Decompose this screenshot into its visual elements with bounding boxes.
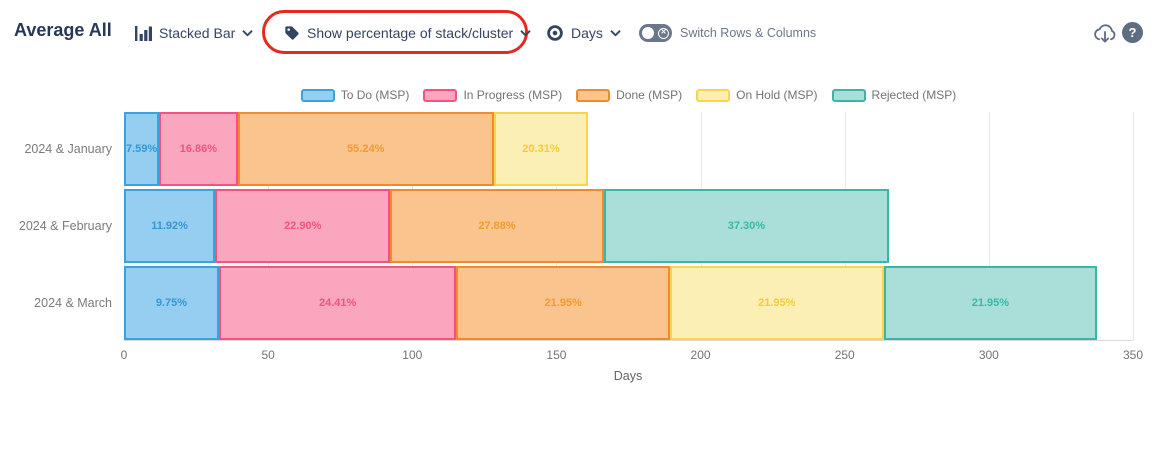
legend-item[interactable]: On Hold (MSP) xyxy=(696,88,818,102)
chart-type-dropdown[interactable]: Stacked Bar xyxy=(135,22,253,44)
bar-percent-label: 7.59% xyxy=(125,143,158,155)
bar-percent-label: 55.24% xyxy=(347,143,385,155)
bar-percent-label: 11.92% xyxy=(151,220,188,232)
bar-percent-label: 22.90% xyxy=(284,220,322,232)
x-tick-label: 250 xyxy=(834,348,855,362)
x-tick-label: 100 xyxy=(402,348,423,362)
legend-label: In Progress (MSP) xyxy=(463,88,563,102)
tag-icon xyxy=(285,26,299,40)
bar-percent-label: 24.41% xyxy=(318,297,357,309)
bar-chart-icon xyxy=(135,25,152,41)
y-axis-label: 2024 & March xyxy=(34,296,112,310)
bar-row: 11.92% 22.90% 27.88% 37.30% xyxy=(124,189,1133,263)
switch-rows-columns-group: ✕ Switch Rows & Columns xyxy=(639,24,816,42)
y-axis-labels: 2024 & January 2024 & February 2024 & Marc… xyxy=(0,112,112,341)
bar-row: 7.59% 16.86% 55.24% 20.31% xyxy=(124,112,1133,186)
chart-type-label: Stacked Bar xyxy=(159,25,236,41)
legend-label: On Hold (MSP) xyxy=(736,88,818,102)
legend-item[interactable]: To Do (MSP) xyxy=(300,88,410,102)
chart-legend: To Do (MSP) In Progress (MSP) Done (MSP) On… xyxy=(124,88,1133,102)
legend-label: Rejected (MSP) xyxy=(871,88,957,102)
bar-percent-label: 21.95% xyxy=(758,297,796,309)
legend-label: To Do (MSP) xyxy=(340,88,410,102)
x-tick-label: 200 xyxy=(690,348,711,362)
bar-segment[interactable]: 7.59% xyxy=(124,112,160,186)
x-tick-label: 150 xyxy=(546,348,567,362)
y-axis-label: 2024 & January xyxy=(24,142,112,156)
chevron-down-icon xyxy=(242,29,253,36)
bar-segment[interactable]: 24.41% xyxy=(218,266,457,340)
bar-segment[interactable]: 22.90% xyxy=(215,189,391,263)
bar-percent-label: 9.75% xyxy=(155,297,188,309)
bar-segment[interactable]: 11.92% xyxy=(124,189,216,263)
legend-item[interactable]: Done (MSP) xyxy=(576,88,682,102)
switch-rows-columns-label: Switch Rows & Columns xyxy=(680,26,817,40)
page-title: Average All xyxy=(14,20,112,40)
percentage-dropdown[interactable]: Show percentage of stack/cluster xyxy=(284,22,531,44)
legend-item[interactable]: Rejected (MSP) xyxy=(831,88,957,102)
bar-segment[interactable]: 21.95% xyxy=(883,266,1098,340)
cloud-download-icon[interactable] xyxy=(1092,21,1118,44)
bar-segment[interactable]: 37.30% xyxy=(603,189,890,263)
toggle-x-icon: ✕ xyxy=(658,27,669,39)
x-axis-ticks: 0 50 100 150 200 250 300 350 xyxy=(120,348,1143,364)
legend-swatch xyxy=(696,88,731,102)
x-tick-label: 350 xyxy=(1122,348,1144,362)
legend-swatch xyxy=(300,88,335,102)
y-axis-label: 2024 & February xyxy=(18,219,112,233)
bar-percent-label: 21.95% xyxy=(544,297,582,309)
bar-segment[interactable]: 55.24% xyxy=(237,112,494,186)
bar-percent-label: 27.88% xyxy=(478,220,516,232)
legend-swatch xyxy=(423,88,458,102)
help-icon[interactable]: ? xyxy=(1122,22,1143,43)
toggle-knob xyxy=(642,27,654,39)
switch-rows-columns-toggle[interactable]: ✕ xyxy=(639,24,672,42)
bar-segment[interactable]: 16.86% xyxy=(159,112,238,186)
chevron-down-icon xyxy=(610,29,621,36)
bar-row: 9.75% 24.41% 21.95% 21.95% 21.95% xyxy=(124,266,1133,340)
bar-segment[interactable]: 20.31% xyxy=(493,112,589,186)
bar-percent-label: 21.95% xyxy=(971,297,1010,309)
bar-percent-label: 16.86% xyxy=(179,143,218,155)
bar-percent-label: 37.30% xyxy=(727,220,766,232)
legend-label: Done (MSP) xyxy=(616,88,683,102)
x-tick-label: 300 xyxy=(978,348,999,362)
x-tick-label: 50 xyxy=(261,348,275,362)
target-icon xyxy=(547,25,563,41)
bar-percent-label: 20.31% xyxy=(522,143,560,155)
bar-segment[interactable]: 21.95% xyxy=(670,266,884,340)
legend-swatch xyxy=(831,88,866,102)
percentage-label: Show percentage of stack/cluster xyxy=(307,25,514,41)
bar-segment[interactable]: 21.95% xyxy=(456,266,670,340)
legend-item[interactable]: In Progress (MSP) xyxy=(423,88,562,102)
legend-swatch xyxy=(576,88,611,102)
bar-segment[interactable]: 9.75% xyxy=(124,266,219,340)
x-tick-label: 0 xyxy=(120,348,128,362)
unit-dropdown[interactable]: Days xyxy=(546,22,621,44)
x-axis-title: Days xyxy=(613,369,643,383)
unit-label: Days xyxy=(571,25,603,41)
bar-segment[interactable]: 27.88% xyxy=(390,189,604,263)
gridline xyxy=(1133,112,1134,340)
plot-area: 7.59% 16.86% 55.24% 20.31% 11.92% 22.90% 27.88… xyxy=(124,112,1134,341)
gridline xyxy=(988,112,990,340)
chevron-down-icon xyxy=(520,29,531,36)
